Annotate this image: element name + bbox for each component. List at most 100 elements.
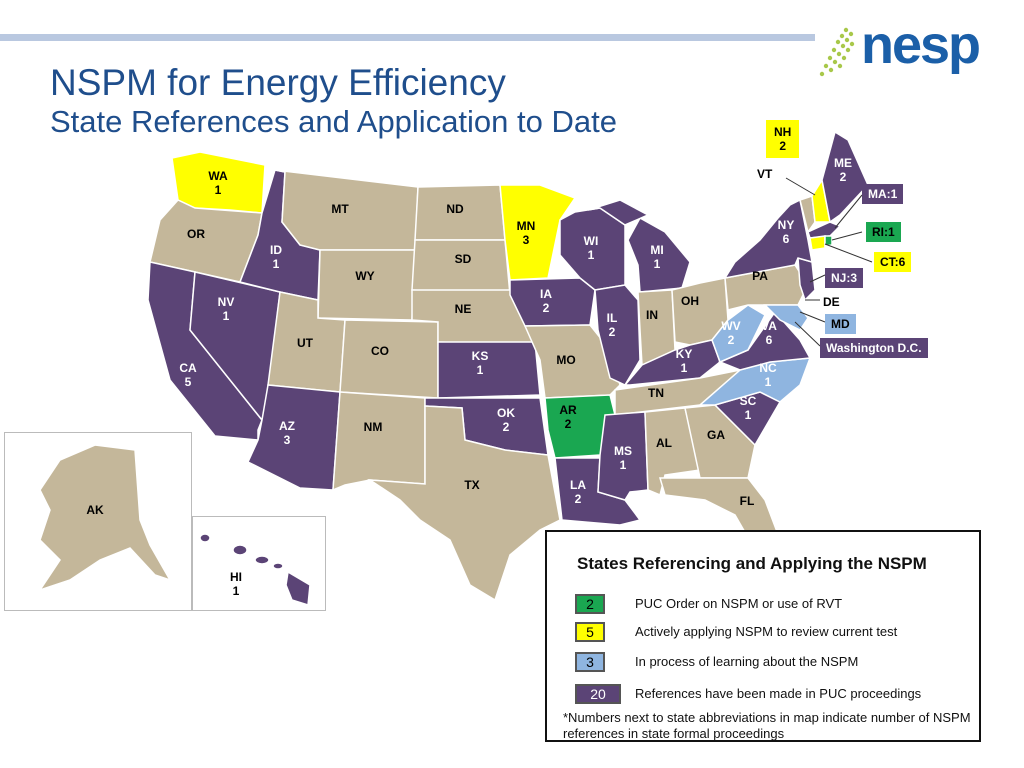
state-count-ky: 1 (681, 361, 688, 375)
callout-leaders (785, 177, 873, 347)
state-label-ne: NE (455, 302, 472, 316)
state-label-wy: WY (355, 269, 374, 283)
state-label-va: VA (761, 319, 777, 333)
callout-vt: VT (757, 167, 773, 181)
legend-title: States Referencing and Applying the NSPM (577, 554, 927, 573)
state-label-il: IL (607, 311, 618, 325)
state-ct[interactable] (809, 235, 826, 251)
state-ri[interactable] (824, 235, 833, 247)
state-count-wi: 1 (588, 248, 595, 262)
state-labels: WA1ORCA5NV1ID1MTWYUTAZ3CONMNDSDNEKS1OK2T… (86, 156, 852, 598)
page-title: NSPM for Energy Efficiency (50, 62, 506, 103)
callout-nj: NJ:3 (825, 268, 864, 288)
legend-swatch: 5 (575, 622, 605, 642)
state-label-co: CO (371, 344, 389, 358)
state-ak[interactable] (38, 444, 172, 592)
legend-swatch: 20 (575, 684, 621, 704)
callout-ma: MA:1 (862, 184, 904, 204)
state-va[interactable] (718, 310, 812, 371)
state-mi-up[interactable] (587, 199, 650, 226)
state-label-mt: MT (331, 202, 349, 216)
state-ny[interactable] (723, 198, 813, 280)
state-count-az: 3 (284, 433, 291, 447)
state-hi[interactable] (199, 533, 311, 606)
callout-nh: NH 2 (766, 120, 800, 158)
legend-label: PUC Order on NSPM or use of RVT (635, 596, 843, 611)
page-subtitle: State References and Application to Date (50, 104, 617, 139)
state-count-ms: 1 (620, 458, 627, 472)
legend-box: States Referencing and Applying the NSPM… (545, 530, 981, 742)
state-label-mo: MO (556, 353, 575, 367)
legend-label: Actively applying NSPM to review current… (635, 624, 898, 639)
state-count-hi: 1 (233, 584, 240, 598)
state-ia[interactable] (509, 277, 596, 327)
state-label-pa: PA (752, 269, 768, 283)
legend-swatch: 3 (575, 652, 605, 672)
state-label-wv: WV (721, 319, 740, 333)
state-count-id: 1 (273, 257, 280, 271)
state-label-tn: TN (648, 386, 664, 400)
state-label-nm: NM (364, 420, 383, 434)
state-sd[interactable] (411, 239, 511, 296)
state-co[interactable] (339, 319, 439, 399)
state-label-az: AZ (279, 419, 295, 433)
callout-md: MD (825, 314, 856, 334)
legend-label: References have been made in PUC proceed… (635, 686, 922, 701)
state-label-wi: WI (584, 234, 599, 248)
label-nh-count: 2 (779, 139, 787, 153)
state-label-nd: ND (446, 202, 464, 216)
state-nm[interactable] (332, 391, 426, 492)
state-label-la: LA (570, 478, 586, 492)
state-count-ny: 6 (783, 232, 790, 246)
state-count-mi: 1 (654, 257, 661, 271)
state-mn[interactable] (499, 184, 577, 281)
state-label-sd: SD (455, 252, 472, 266)
state-label-sc: SC (740, 394, 757, 408)
state-label-ks: KS (472, 349, 489, 363)
state-count-ks: 1 (477, 363, 484, 377)
callout-dc: Washington D.C. (820, 338, 928, 358)
state-label-nv: NV (218, 295, 235, 309)
state-label-ny: NY (778, 218, 795, 232)
state-wv[interactable] (711, 304, 766, 364)
callout-ri: RI:1 (866, 222, 901, 242)
state-tx[interactable] (367, 405, 561, 602)
state-count-ok: 2 (503, 420, 510, 434)
state-label-ms: MS (614, 444, 632, 458)
callout-ct: CT:6 (874, 252, 912, 272)
state-count-nc: 1 (765, 375, 772, 389)
state-label-tx: TX (464, 478, 479, 492)
state-label-mn: MN (517, 219, 536, 233)
nesp-logo: nesp (816, 18, 996, 84)
state-il[interactable] (594, 284, 641, 386)
state-wy[interactable] (317, 249, 416, 321)
state-label-ok: OK (497, 406, 515, 420)
state-ks[interactable] (437, 341, 541, 399)
state-count-wv: 2 (728, 333, 735, 347)
state-label-ky: KY (676, 347, 693, 361)
state-label-nc: NC (759, 361, 777, 375)
state-label-ut: UT (297, 336, 314, 350)
legend-footnote: *Numbers next to state abbreviations in … (563, 710, 971, 741)
legend-label: In process of learning about the NSPM (635, 654, 859, 669)
state-label-al: AL (656, 436, 672, 450)
state-label-mi: MI (650, 243, 663, 257)
state-count-ca: 5 (185, 375, 192, 389)
state-label-ca: CA (179, 361, 197, 375)
state-label-fl: FL (740, 494, 755, 508)
state-count-la: 2 (575, 492, 582, 506)
state-count-va: 6 (766, 333, 773, 347)
callout-de: DE (823, 295, 840, 309)
state-label-or: OR (187, 227, 205, 241)
state-label-ar: AR (559, 403, 577, 417)
state-label-wa: WA (208, 169, 228, 183)
state-count-wa: 1 (215, 183, 222, 197)
state-count-mn: 3 (523, 233, 530, 247)
legend-swatch: 2 (575, 594, 605, 614)
label-nh-abbr: NH (774, 125, 792, 139)
state-count-il: 2 (609, 325, 616, 339)
state-ma[interactable] (807, 221, 842, 239)
state-count-sc: 1 (745, 408, 752, 422)
state-label-id: ID (270, 243, 282, 257)
logo-text: nesp (861, 15, 981, 75)
